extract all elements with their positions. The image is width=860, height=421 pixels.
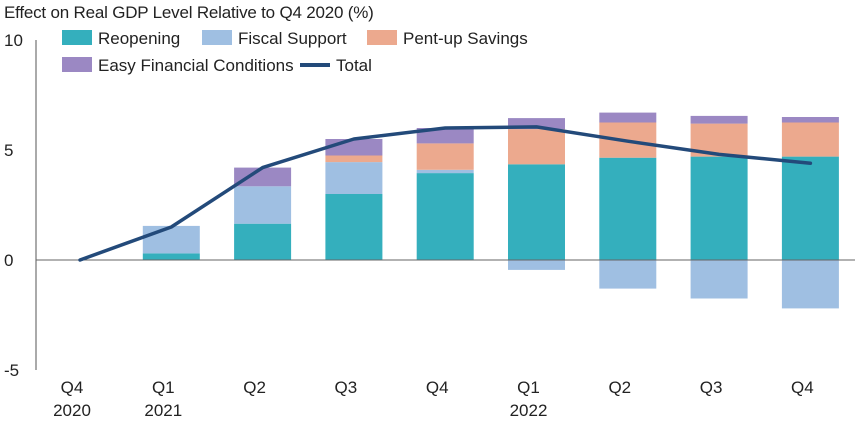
legend-label-fiscal-support: Fiscal Support xyxy=(238,29,347,48)
bar-fiscal-support xyxy=(508,260,565,270)
bar-pent-up-savings xyxy=(508,129,565,165)
bar-reopening xyxy=(416,173,474,260)
x-tick-label: Q4 xyxy=(61,378,84,397)
y-tick-label: 10 xyxy=(4,31,23,50)
x-tick-label: Q1 xyxy=(152,378,175,397)
x-tick-label: Q3 xyxy=(700,378,723,397)
total-line xyxy=(78,125,813,262)
x-tick-year-label: 2022 xyxy=(510,401,548,420)
bar-reopening xyxy=(781,156,839,260)
bar-pent-up-savings xyxy=(325,155,383,163)
x-tick-label: Q4 xyxy=(791,378,814,397)
x-tick-label: Q3 xyxy=(335,378,358,397)
bar-easy-financial-conditions xyxy=(690,115,748,124)
legend-swatch-fiscal-support xyxy=(202,30,232,45)
bar-easy-financial-conditions xyxy=(416,128,474,144)
bar-fiscal-support xyxy=(234,186,292,224)
bar-easy-financial-conditions xyxy=(781,117,839,123)
legend-label-total: Total xyxy=(336,56,372,75)
bar-reopening xyxy=(325,194,383,260)
bar-reopening xyxy=(234,223,292,260)
chart-title: Effect on Real GDP Level Relative to Q4 … xyxy=(4,3,374,22)
x-tick-label: Q4 xyxy=(426,378,449,397)
bar-fiscal-support xyxy=(416,169,474,174)
legend-swatch-reopening xyxy=(62,30,92,45)
x-tick-label: Q1 xyxy=(517,378,540,397)
x-tick-year-label: 2020 xyxy=(53,401,91,420)
legend-swatch-pent-up-savings xyxy=(367,30,397,45)
bar-reopening xyxy=(599,157,657,260)
y-tick-label: 5 xyxy=(4,141,13,160)
bar-reopening xyxy=(142,253,200,260)
total-series-line xyxy=(78,125,813,262)
x-tick-year-label: 2021 xyxy=(144,401,182,420)
legend-swatch-easy-financial-conditions xyxy=(62,57,92,72)
bar-fiscal-support xyxy=(690,260,748,299)
x-axis: Q4 2020 Q1 2021 Q2 Q3 Q4 Q1 2022 Q2 Q3 Q4 xyxy=(53,378,814,420)
legend-label-reopening: Reopening xyxy=(98,29,180,48)
bar-fiscal-support xyxy=(325,162,383,194)
legend-label-easy-financial-conditions: Easy Financial Conditions xyxy=(98,56,294,75)
bar-fiscal-support xyxy=(781,260,839,309)
bar-pent-up-savings xyxy=(416,143,474,170)
bar-easy-financial-conditions xyxy=(508,118,565,130)
legend-label-pent-up-savings: Pent-up Savings xyxy=(403,29,528,48)
legend: Reopening Fiscal Support Pent-up Savings Ea… xyxy=(62,29,528,75)
bar-fiscal-support xyxy=(599,260,657,289)
bar-pent-up-savings xyxy=(781,122,839,157)
y-axis: 10 5 0 -5 xyxy=(4,31,37,380)
y-tick-label: -5 xyxy=(4,361,19,380)
bars xyxy=(142,112,839,309)
x-tick-label: Q2 xyxy=(243,378,266,397)
y-tick-label: 0 xyxy=(4,251,13,270)
bar-fiscal-support xyxy=(142,225,200,254)
bar-easy-financial-conditions xyxy=(599,112,657,123)
bar-reopening xyxy=(508,164,565,260)
bar-reopening xyxy=(690,156,748,260)
x-tick-label: Q2 xyxy=(608,378,631,397)
bar-easy-financial-conditions xyxy=(234,167,292,187)
bar-easy-financial-conditions xyxy=(325,139,383,156)
